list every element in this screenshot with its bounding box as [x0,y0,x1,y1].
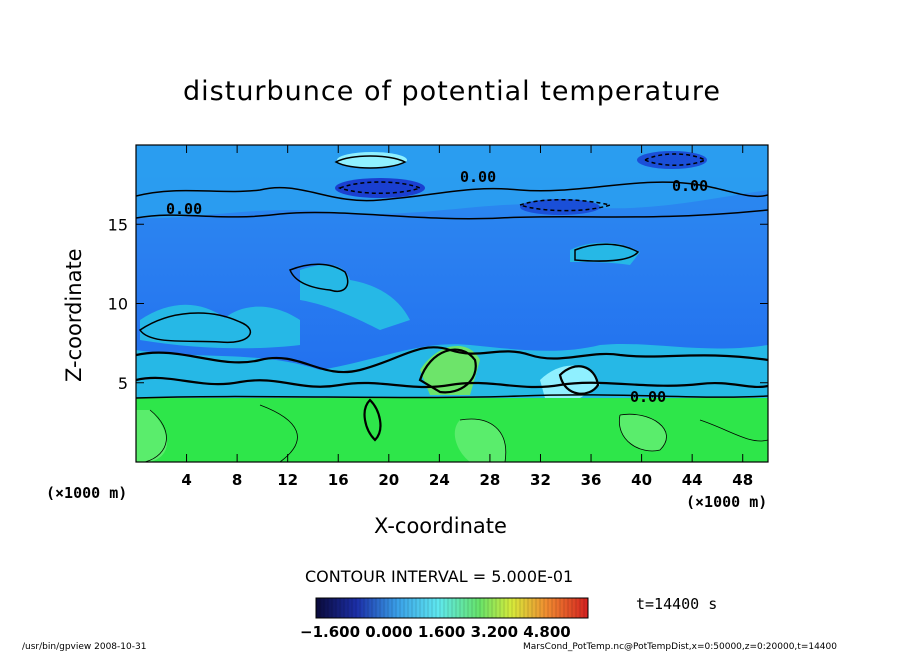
lower-patch [619,414,667,451]
contour-label: 0.00 [630,388,666,406]
cloud-patch [140,304,300,349]
contour-label: 0.00 [166,200,202,218]
x-tick-label: 4 [181,471,191,489]
lower-patch [454,419,506,462]
footer-program: /usr/bin/gpview 2008-10-31 [22,642,147,652]
dark-patch [520,199,600,215]
x-axis: 4 8 12 16 20 24 28 32 36 40 44 48 [181,145,753,489]
contour-interval: CONTOUR INTERVAL = 5.000E-01 [305,567,574,586]
lower-patch [136,410,167,462]
x-axis-label: X-coordinate [374,514,507,538]
time-label: t=14400 s [636,595,718,613]
x-tick-label: 36 [581,471,602,489]
x-tick-label: 48 [732,471,753,489]
upper-band [136,145,768,219]
x-axis-unit: (×1000 m) [686,493,768,511]
y-axis: 5 10 15 [108,215,768,393]
y-tick-label: 5 [118,374,128,393]
dark-patch [335,178,425,198]
contour-label-group: 0.00 0.00 0.00 0.00 [166,168,708,406]
contour-lines [136,153,768,399]
x-tick-label: 20 [378,471,399,489]
cloud-patch [300,264,410,330]
x-tick-label: 44 [682,471,703,489]
chart-title: disturbunce of potential temperature [183,76,721,107]
plot-field [136,145,768,462]
x-tick-label: 8 [232,471,242,489]
x-tick-label: 40 [631,471,652,489]
light-patch [337,152,407,168]
contour-label: 0.00 [672,177,708,195]
lower-layer [136,398,768,462]
cloud-contours [136,346,768,442]
contour-label: 0.00 [460,168,496,186]
y-axis-label: Z-coordinate [62,248,86,382]
x-tick-label: 12 [277,471,298,489]
lower-contours [144,404,768,462]
x-tick-label: 16 [328,471,349,489]
light-patch [540,365,600,398]
x-tick-label: 28 [479,471,500,489]
dark-patch [637,151,707,169]
colorbar-labels: −1.600 0.000 1.600 3.200 4.800 [300,623,571,641]
y-axis-unit: (×1000 m) [46,484,128,502]
y-tick-label: 10 [108,295,128,314]
x-tick-label: 32 [530,471,551,489]
y-tick-label: 15 [108,215,128,234]
footer-source: MarsCond_PotTemp.nc@PotTempDist,x=0:5000… [523,642,837,652]
x-tick-label: 24 [429,471,450,489]
colorbar-stripes [315,598,589,618]
